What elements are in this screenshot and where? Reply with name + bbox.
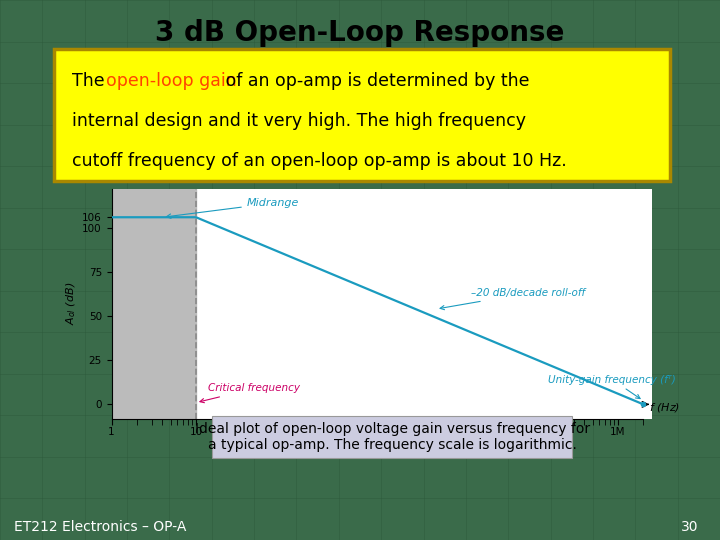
FancyBboxPatch shape bbox=[54, 49, 670, 181]
Text: Midrange: Midrange bbox=[166, 198, 300, 218]
Text: of an op-amp is determined by the: of an op-amp is determined by the bbox=[220, 72, 530, 90]
Text: 10k: 10k bbox=[440, 427, 459, 437]
Text: 1k: 1k bbox=[359, 427, 372, 437]
Text: –20 dB/decade roll-off: –20 dB/decade roll-off bbox=[440, 288, 585, 310]
Text: 100k: 100k bbox=[521, 427, 546, 437]
Y-axis label: $A_{ol}$ (dB): $A_{ol}$ (dB) bbox=[64, 282, 78, 326]
Text: 10: 10 bbox=[189, 427, 202, 437]
Text: Critical frequency: Critical frequency bbox=[200, 383, 300, 403]
Text: internal design and it very high. The high frequency: internal design and it very high. The hi… bbox=[73, 112, 526, 130]
Text: ET212 Electronics – OP-A: ET212 Electronics – OP-A bbox=[14, 519, 186, 534]
Text: open-loop gain: open-loop gain bbox=[107, 72, 237, 90]
Text: cutoff frequency of an open-loop op-amp is about 10 Hz.: cutoff frequency of an open-loop op-amp … bbox=[73, 152, 567, 170]
FancyBboxPatch shape bbox=[212, 416, 572, 458]
Text: The: The bbox=[73, 72, 111, 90]
Text: 100: 100 bbox=[271, 427, 290, 437]
Text: $f$ (Hz): $f$ (Hz) bbox=[649, 401, 680, 414]
Text: 1M: 1M bbox=[611, 427, 626, 437]
Text: 1: 1 bbox=[108, 427, 115, 437]
Text: Ideal plot of open-loop voltage gain versus frequency for
a typical op-amp. The : Ideal plot of open-loop voltage gain ver… bbox=[195, 422, 590, 452]
Text: 30: 30 bbox=[681, 519, 698, 534]
Text: Unity-gain frequency (fᵀ): Unity-gain frequency (fᵀ) bbox=[549, 375, 676, 399]
Text: 3 dB Open-Loop Response: 3 dB Open-Loop Response bbox=[156, 19, 564, 47]
Bar bbox=[112, 189, 196, 418]
